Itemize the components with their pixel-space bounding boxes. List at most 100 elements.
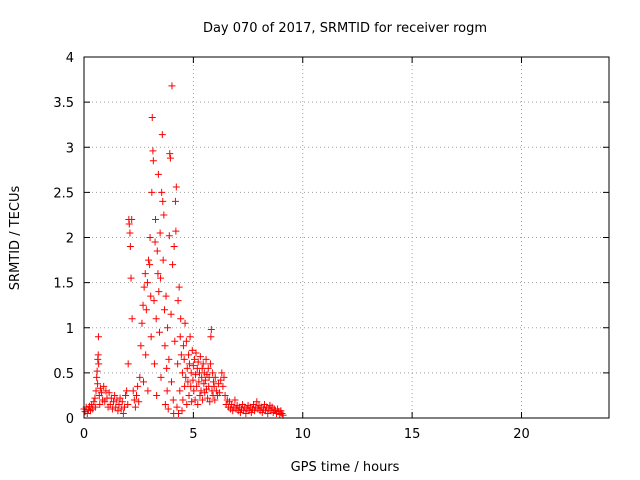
data-point	[157, 373, 165, 381]
data-point	[181, 319, 189, 327]
data-point	[171, 197, 179, 205]
data-point	[92, 387, 100, 395]
data-point	[128, 215, 136, 223]
data-point	[258, 409, 266, 417]
data-point	[158, 188, 166, 196]
data-point	[168, 378, 175, 386]
data-point	[253, 398, 261, 406]
data-point	[148, 113, 156, 121]
data-point	[163, 387, 171, 395]
data-point	[200, 380, 208, 388]
data-point	[174, 360, 182, 368]
data-point	[172, 183, 180, 191]
data-point	[153, 391, 161, 399]
data-point	[147, 292, 155, 300]
data-point	[220, 373, 228, 381]
data-point	[142, 351, 150, 359]
data-point	[164, 405, 172, 413]
data-point	[278, 409, 286, 417]
data-point	[180, 355, 188, 363]
data-point	[172, 227, 180, 235]
data-point	[91, 403, 99, 411]
data-point	[152, 315, 160, 323]
data-point	[178, 407, 186, 415]
y-tick-label: 4	[66, 51, 74, 66]
data-point	[184, 378, 192, 386]
data-point	[166, 150, 174, 158]
data-point	[154, 170, 162, 178]
data-point	[210, 382, 218, 390]
data-point	[182, 373, 190, 381]
data-point	[196, 391, 204, 399]
x-tick-label: 0	[80, 427, 88, 442]
data-point	[124, 400, 132, 408]
data-point	[216, 389, 224, 397]
data-point	[189, 362, 197, 370]
data-point	[191, 396, 199, 404]
data-point	[211, 373, 219, 381]
data-point	[169, 396, 177, 404]
data-point	[128, 315, 136, 323]
data-point	[187, 382, 195, 390]
data-point	[183, 364, 191, 372]
y-tick-label: 3.5	[53, 96, 74, 111]
data-point	[193, 382, 201, 390]
data-point	[163, 364, 171, 372]
y-tick-label: 1	[66, 322, 74, 337]
data-point	[186, 333, 194, 341]
data-point	[133, 391, 140, 399]
data-point	[211, 396, 219, 404]
y-axis-title: SRMTID / TECUs	[8, 186, 23, 291]
data-point	[209, 369, 217, 377]
data-point	[93, 367, 101, 375]
data-point	[157, 274, 165, 282]
data-point	[155, 328, 163, 336]
data-point	[190, 387, 198, 395]
data-point	[90, 398, 98, 406]
data-point	[194, 400, 202, 408]
y-tick-label: 2.5	[53, 186, 74, 201]
data-point	[188, 346, 196, 354]
data-point	[171, 337, 179, 345]
data-point	[100, 382, 108, 390]
data-point	[212, 387, 220, 395]
data-point	[178, 369, 186, 377]
data-point	[176, 333, 184, 341]
data-point	[164, 324, 172, 332]
data-point	[175, 283, 183, 291]
data-point	[91, 394, 99, 402]
data-point	[199, 360, 207, 368]
data-point	[101, 398, 109, 406]
data-point	[194, 358, 202, 366]
data-point	[123, 387, 131, 395]
data-point	[95, 360, 103, 368]
data-point	[218, 369, 226, 377]
data-point	[94, 351, 102, 359]
data-point	[189, 376, 197, 384]
data-point	[174, 297, 182, 305]
data-point	[202, 355, 210, 363]
data-point	[146, 234, 154, 241]
data-point	[166, 154, 174, 162]
data-point	[207, 326, 215, 334]
data-point	[198, 373, 206, 381]
data-point	[152, 215, 160, 223]
data-point	[131, 403, 139, 411]
data-point	[231, 396, 239, 404]
data-point	[126, 243, 134, 251]
data-point	[236, 409, 244, 417]
data-point	[161, 400, 169, 408]
data-point	[169, 261, 177, 269]
y-tick-label: 2	[66, 232, 74, 247]
x-tick-label: 5	[189, 427, 197, 442]
data-point	[173, 403, 181, 411]
data-point	[187, 369, 195, 377]
data-point	[149, 157, 157, 165]
data-point	[94, 380, 102, 388]
data-point	[155, 288, 163, 296]
plot-frame	[83, 56, 610, 419]
data-point	[177, 315, 185, 323]
chart-title: Day 070 of 2017, SRMTID for receiver rog…	[203, 21, 487, 36]
data-point	[179, 396, 187, 404]
